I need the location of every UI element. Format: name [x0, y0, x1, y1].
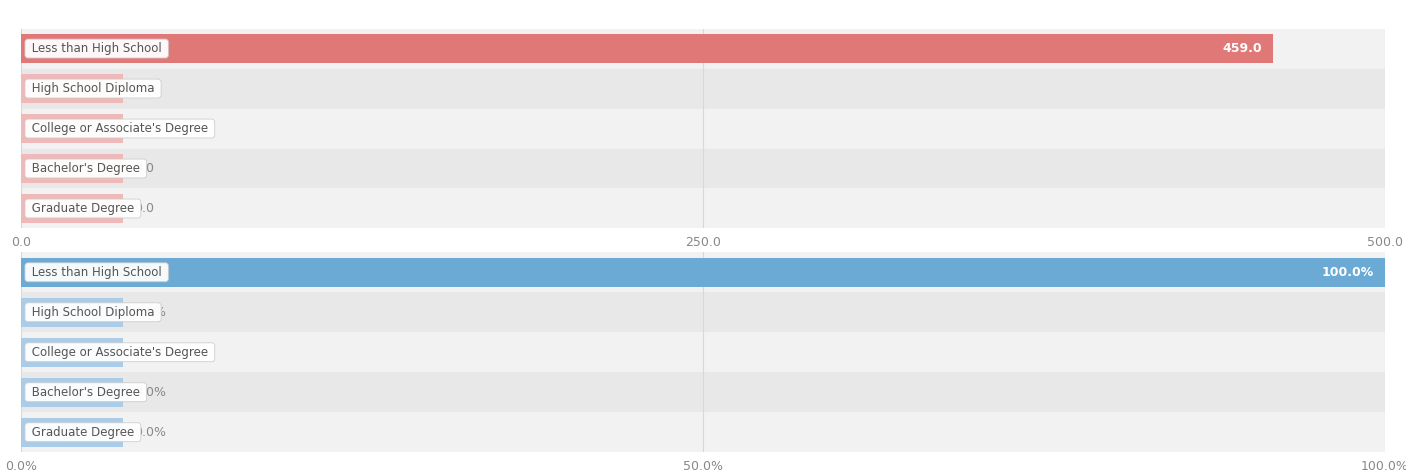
Bar: [21, 34, 1272, 63]
Text: 0.0: 0.0: [135, 202, 155, 215]
Text: College or Associate's Degree: College or Associate's Degree: [28, 122, 212, 135]
Bar: [21, 114, 124, 143]
Bar: [21, 188, 1385, 228]
Bar: [21, 154, 124, 183]
Text: College or Associate's Degree: College or Associate's Degree: [28, 346, 212, 359]
Bar: [21, 194, 124, 223]
Bar: [21, 418, 124, 446]
Text: Bachelor's Degree: Bachelor's Degree: [28, 162, 143, 175]
Bar: [21, 258, 1385, 287]
Text: 0.0%: 0.0%: [135, 386, 166, 399]
Bar: [21, 332, 1385, 372]
Text: High School Diploma: High School Diploma: [28, 82, 157, 95]
Text: 0.0: 0.0: [135, 82, 155, 95]
Text: 100.0%: 100.0%: [1322, 266, 1374, 279]
Text: Bachelor's Degree: Bachelor's Degree: [28, 386, 143, 399]
Text: Graduate Degree: Graduate Degree: [28, 202, 138, 215]
Bar: [21, 74, 124, 103]
Bar: [21, 29, 1385, 69]
Bar: [21, 372, 1385, 412]
Text: 0.0%: 0.0%: [135, 426, 166, 439]
Text: 0.0: 0.0: [135, 162, 155, 175]
Bar: [21, 109, 1385, 149]
Bar: [21, 292, 1385, 332]
Bar: [21, 412, 1385, 452]
Text: 459.0: 459.0: [1223, 42, 1263, 55]
Text: High School Diploma: High School Diploma: [28, 306, 157, 319]
Text: 0.0%: 0.0%: [135, 346, 166, 359]
Bar: [21, 298, 124, 327]
Text: Less than High School: Less than High School: [28, 42, 166, 55]
Bar: [21, 338, 124, 367]
Text: Graduate Degree: Graduate Degree: [28, 426, 138, 439]
Bar: [21, 378, 124, 407]
Bar: [21, 69, 1385, 109]
Bar: [21, 149, 1385, 188]
Text: 0.0: 0.0: [135, 122, 155, 135]
Bar: [21, 252, 1385, 292]
Text: 0.0%: 0.0%: [135, 306, 166, 319]
Text: Less than High School: Less than High School: [28, 266, 166, 279]
